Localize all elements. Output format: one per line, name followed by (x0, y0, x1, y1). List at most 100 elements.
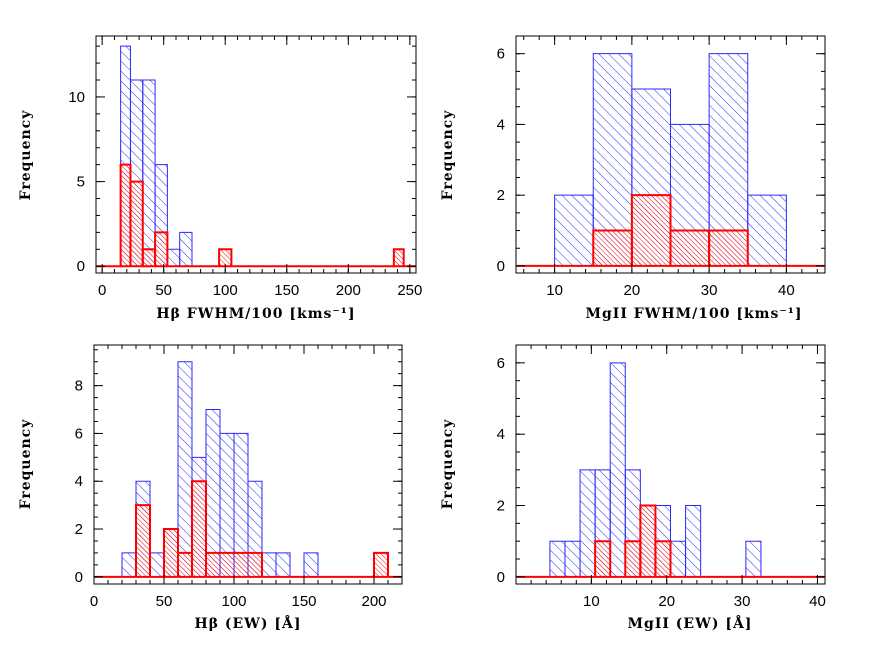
y-tick-label: 4 (497, 116, 505, 133)
y-tick-label: 8 (75, 378, 83, 395)
x-tick-label: 10 (583, 593, 600, 610)
histogram-bar-red (136, 505, 150, 577)
histogram-bar-red (142, 249, 156, 267)
histogram-bars (516, 362, 825, 578)
y-tick-label: 0 (75, 569, 83, 586)
histogram-outline-blue (154, 164, 168, 267)
histogram-bar-red (625, 541, 641, 577)
axis-ticks (96, 36, 416, 273)
histogram-bar-blue (685, 505, 701, 577)
x-tick-label: 30 (701, 282, 718, 299)
x-tick-label: 40 (778, 282, 795, 299)
x-tick-label: 50 (156, 593, 173, 610)
x-axis-label: Hβ FWHM/100 [kms⁻¹] (156, 306, 355, 322)
histogram-bar-red (593, 230, 632, 266)
histogram-bars (94, 361, 402, 578)
histogram-outline-red (135, 504, 151, 577)
histogram-bar-blue (262, 552, 276, 577)
histogram-outline-blue (685, 505, 702, 577)
histogram-bar-blue (179, 232, 192, 267)
histogram-outline-red (594, 540, 612, 577)
y-axis-label: Frequency (18, 419, 34, 510)
histogram-bar-blue (120, 46, 131, 267)
x-tick-label: 0 (98, 282, 106, 299)
y-tick-label: 6 (497, 355, 505, 372)
histogram-bar-red (155, 232, 168, 267)
tick-labels: 0 50 100 150 200 250 0 5 10 (68, 89, 422, 299)
x-tick-label: 50 (155, 282, 172, 299)
x-tick-label: 200 (361, 593, 386, 610)
histogram-bar-red (631, 195, 671, 266)
histogram-bar-blue (234, 433, 248, 577)
plot-frame (95, 35, 417, 274)
histogram-bars (516, 53, 825, 267)
x-tick-label: 200 (336, 282, 361, 299)
y-tick-label: 4 (75, 473, 83, 490)
histogram-outline-red (191, 480, 207, 577)
x-tick-label: 150 (274, 282, 299, 299)
histogram-outline-red (654, 540, 672, 577)
histogram-outline-red (129, 180, 144, 267)
axis-ticks (516, 35, 825, 273)
histogram-outline-blue (275, 552, 291, 577)
histogram-bar-blue (745, 541, 761, 577)
x-tick-label: 30 (734, 593, 751, 610)
x-tick-label: 0 (90, 593, 98, 610)
y-tick-label: 0 (497, 569, 505, 586)
y-tick-label: 0 (497, 258, 505, 275)
histogram-bar-blue (304, 552, 318, 577)
y-tick-label: 0 (77, 258, 85, 275)
histogram-bars (96, 45, 416, 268)
histogram-bar-blue (610, 362, 626, 577)
histogram-bar-red (192, 481, 206, 577)
histogram-bar-blue (142, 80, 156, 267)
histogram-outline-blue (303, 552, 319, 577)
histogram-outline-blue (708, 53, 749, 266)
x-axis-label: MgII (EW) [Å] (628, 614, 753, 632)
panel-mgii-ew: 10 20 30 40 0 2 4 6 MgII (EW) [Å] Frequency (440, 344, 826, 632)
histogram-bar-red (178, 552, 192, 577)
histogram-bar-blue (122, 552, 136, 577)
y-axis-label: Frequency (440, 419, 456, 510)
histogram-outline-red (154, 231, 169, 267)
panel-mgii-fwhm: 10 20 30 40 0 2 4 6 MgII FWHM/100 [kms⁻¹] Frequ… (440, 35, 826, 322)
histogram-bar-red (164, 529, 178, 577)
histogram-bar-red (670, 230, 710, 266)
histogram-bar-blue (276, 552, 290, 577)
histogram-outline-red (392, 248, 405, 267)
histogram-bar-blue (554, 195, 594, 266)
histogram-bar-red (709, 230, 748, 266)
x-tick-label: 20 (658, 593, 675, 610)
histogram-bar-red (219, 249, 232, 267)
histogram-bar-blue (167, 249, 180, 267)
x-tick-label: 10 (546, 282, 563, 299)
axis-ticks (515, 344, 825, 584)
y-tick-label: 2 (497, 187, 505, 204)
x-tick-label: 100 (213, 282, 238, 299)
histogram-bar-red (640, 505, 656, 577)
histogram-bar-blue (150, 552, 164, 577)
histogram-bar-red (120, 164, 131, 267)
tick-labels: 0 50 100 150 200 0 2 4 6 8 (75, 378, 387, 610)
histogram-bar-blue (206, 409, 220, 577)
x-tick-label: 150 (291, 593, 316, 610)
histogram-bar-blue (580, 469, 596, 577)
y-tick-label: 4 (497, 426, 505, 443)
y-tick-label: 5 (77, 174, 85, 191)
histogram-outline-red (218, 248, 233, 267)
histogram-outline-blue (745, 540, 762, 577)
y-tick-label: 2 (497, 498, 505, 515)
histogram-bar-blue (670, 541, 686, 577)
panel-hbeta-ew: 0 50 100 150 200 0 2 4 6 8 Hβ (EW) [Å] Frequency (18, 344, 403, 632)
histogram-outline-blue (179, 231, 193, 267)
histogram-bar-blue (747, 195, 787, 266)
histogram-bar-red (374, 552, 388, 577)
histogram-bar-red (595, 541, 611, 577)
y-tick-label: 10 (68, 89, 85, 106)
y-axis-label: Frequency (18, 110, 34, 201)
x-tick-label: 100 (221, 593, 246, 610)
x-axis-label: MgII FWHM/100 [kms⁻¹] (585, 306, 802, 322)
histogram-outline-blue (247, 480, 263, 577)
